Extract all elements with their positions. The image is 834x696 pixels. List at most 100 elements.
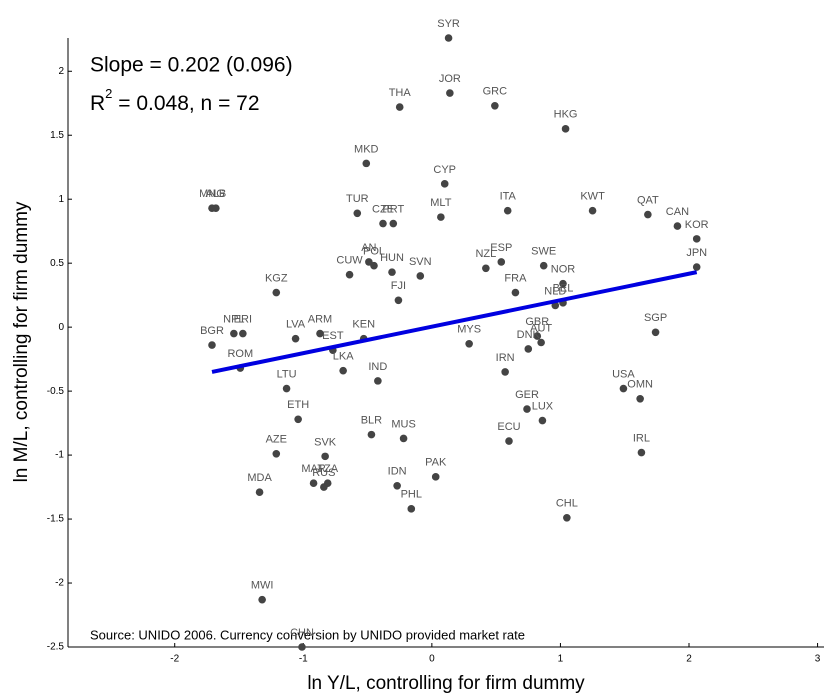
x-tick-label: 2 bbox=[686, 654, 692, 665]
point bbox=[239, 329, 247, 338]
point bbox=[524, 345, 533, 353]
point-label: IRL bbox=[633, 432, 650, 444]
point-label: JOR bbox=[439, 73, 461, 85]
point-label: CAN bbox=[666, 206, 689, 218]
point-label: ERI bbox=[234, 313, 252, 325]
point bbox=[465, 339, 473, 348]
point-label: FRA bbox=[504, 273, 527, 285]
point-label: CHN bbox=[290, 627, 314, 639]
y-tick-label: -2.5 bbox=[47, 642, 65, 653]
point-label: MWI bbox=[251, 580, 274, 592]
point-label: IDN bbox=[388, 466, 407, 478]
r2-annotation: R2 = 0.048, n = 72 bbox=[90, 86, 260, 114]
point bbox=[321, 452, 329, 461]
source-note: Source: UNIDO 2006. Currency conversion … bbox=[90, 627, 525, 642]
point-label: CUW bbox=[336, 255, 363, 267]
point-label: AN bbox=[361, 242, 376, 254]
point bbox=[258, 595, 266, 604]
point bbox=[563, 513, 571, 522]
point-label: SGP bbox=[644, 312, 667, 324]
point-label: MKD bbox=[354, 143, 379, 155]
point-label: TZA bbox=[317, 463, 338, 475]
point bbox=[533, 332, 542, 340]
point-label: GRC bbox=[483, 86, 508, 98]
point-label: OMN bbox=[627, 379, 653, 391]
point bbox=[651, 328, 660, 337]
point-label: NOR bbox=[551, 264, 576, 276]
x-tick-label: 0 bbox=[429, 654, 435, 665]
point-label: PRT bbox=[382, 203, 404, 215]
slope-annotation: Slope = 0.202 (0.096) bbox=[90, 54, 293, 77]
point-label: PHL bbox=[401, 489, 422, 501]
point bbox=[379, 219, 387, 228]
point bbox=[316, 329, 324, 338]
point-label: LKA bbox=[333, 351, 354, 363]
point-label: DNK bbox=[517, 329, 541, 341]
point bbox=[272, 450, 281, 458]
point-label: KGZ bbox=[265, 273, 288, 285]
point bbox=[353, 209, 362, 218]
point-label: KWT bbox=[580, 191, 605, 203]
point-label: GBR bbox=[525, 316, 549, 328]
point bbox=[497, 258, 506, 266]
point-label: IRN bbox=[496, 352, 515, 364]
point-label: ROM bbox=[227, 348, 253, 360]
y-tick-label: 0.5 bbox=[50, 258, 64, 269]
point-label: RUS bbox=[312, 467, 335, 479]
point-label: KEN bbox=[352, 319, 375, 331]
point bbox=[637, 448, 646, 457]
point-label: LVA bbox=[286, 319, 306, 331]
point bbox=[374, 377, 382, 385]
x-tick-label: 3 bbox=[815, 654, 821, 665]
point bbox=[482, 264, 490, 273]
point-label: MUS bbox=[391, 418, 415, 430]
point bbox=[291, 334, 300, 343]
point bbox=[444, 34, 453, 42]
point bbox=[692, 263, 701, 271]
point bbox=[208, 341, 216, 349]
point bbox=[559, 279, 567, 288]
point bbox=[561, 125, 570, 133]
point-label: BEL bbox=[553, 283, 574, 295]
point bbox=[539, 261, 548, 270]
point-label: HKG bbox=[554, 109, 578, 121]
point bbox=[491, 102, 499, 110]
point-label: MDA bbox=[247, 472, 272, 484]
point bbox=[692, 235, 701, 243]
point-label: BGR bbox=[200, 325, 224, 337]
point-label: ALB bbox=[205, 188, 226, 200]
point-label: ITA bbox=[500, 191, 517, 203]
point-label: SVN bbox=[409, 256, 432, 268]
point-label: ETH bbox=[287, 399, 309, 411]
point-label: EST bbox=[322, 330, 344, 342]
point-label: CZE bbox=[372, 203, 394, 215]
point-label: JPN bbox=[686, 247, 707, 259]
point bbox=[644, 210, 652, 219]
y-tick-label: 0 bbox=[58, 322, 64, 333]
point bbox=[416, 272, 425, 280]
point bbox=[505, 437, 513, 445]
point bbox=[399, 434, 408, 443]
point bbox=[272, 288, 281, 297]
point-label: POL bbox=[363, 246, 385, 258]
x-tick-label: 1 bbox=[558, 654, 564, 665]
point bbox=[320, 483, 328, 491]
y-tick-label: -1.5 bbox=[47, 514, 65, 525]
y-axis-title: ln M/L, controlling for firm dummy bbox=[11, 201, 32, 482]
point bbox=[538, 416, 547, 425]
point-label: SYR bbox=[437, 18, 460, 30]
y-tick-label: -2 bbox=[55, 578, 64, 589]
point-label: SWE bbox=[531, 246, 556, 258]
point-label: SVK bbox=[314, 436, 337, 448]
point-label: MAR bbox=[301, 463, 326, 475]
point bbox=[367, 430, 376, 439]
fit-line bbox=[211, 270, 698, 374]
point-label: USA bbox=[612, 368, 635, 380]
point bbox=[407, 505, 416, 513]
point-label: MLT bbox=[430, 197, 451, 209]
point-label: THA bbox=[389, 87, 412, 99]
point-label: ECU bbox=[497, 421, 520, 433]
point bbox=[437, 213, 445, 221]
point bbox=[309, 479, 318, 488]
point bbox=[339, 366, 347, 375]
